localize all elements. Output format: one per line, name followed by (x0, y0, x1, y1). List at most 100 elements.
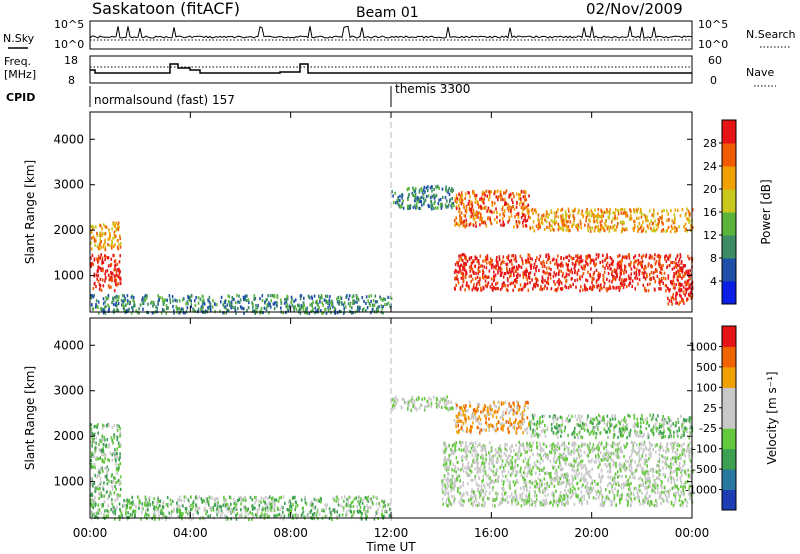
power-cell (638, 270, 640, 274)
power-cell (157, 302, 159, 306)
velocity-cell (131, 495, 133, 499)
power-cell (657, 225, 659, 229)
power-cell (671, 226, 673, 230)
velocity-cell (264, 496, 267, 500)
velocity-cell (454, 466, 456, 470)
velocity-cell (499, 466, 501, 470)
velocity-cell (473, 449, 475, 454)
power-cell (513, 225, 515, 229)
power-cell (607, 287, 609, 291)
power-cell (200, 307, 202, 311)
power-cell (474, 200, 477, 204)
power-cell (402, 206, 405, 210)
power-cell (458, 270, 460, 274)
velocity-cell (444, 398, 446, 402)
power-cell (619, 275, 621, 279)
power-cell (509, 206, 511, 210)
power-cell (97, 274, 100, 278)
velocity-cell (688, 492, 690, 496)
velocity-cell (325, 506, 327, 510)
velocity-cell (495, 471, 497, 475)
velocity-cell (333, 498, 335, 502)
power-cell (573, 216, 576, 220)
power-cell (512, 269, 514, 273)
power-cell (90, 229, 92, 233)
power-cell (457, 278, 459, 282)
power-cell (530, 265, 532, 269)
velocity-cell (352, 504, 355, 509)
power-cell (588, 213, 590, 217)
power-cell (675, 297, 677, 301)
velocity-cell (384, 508, 387, 512)
velocity-cell (486, 474, 488, 478)
power-cell (458, 192, 460, 196)
velocity-cell (511, 456, 514, 460)
power-cell (560, 220, 563, 224)
power-cell (626, 214, 629, 218)
velocity-cell (593, 447, 595, 451)
power-cell (189, 298, 191, 302)
power-cell (172, 299, 174, 303)
nsky-label: N.Sky (3, 32, 35, 45)
power-cell (508, 215, 511, 219)
velocity-cell (331, 517, 333, 521)
velocity-cell (116, 437, 118, 441)
power-cell (609, 211, 611, 215)
power-cell (480, 286, 482, 290)
velocity-cell (206, 497, 209, 501)
power-cell (593, 285, 596, 289)
velocity-cell (191, 507, 193, 511)
power-cell (133, 295, 135, 300)
velocity-cell (246, 508, 249, 513)
power-cell (523, 198, 526, 202)
power-cell (182, 307, 184, 311)
velocity-cell (215, 510, 218, 514)
power-cell (338, 299, 341, 303)
power-cell (621, 207, 624, 211)
power-cell (98, 311, 100, 315)
velocity-cell (351, 500, 354, 504)
power-cell (629, 263, 632, 267)
power-cell (472, 208, 475, 212)
power-cell (533, 208, 536, 212)
velocity-cell (188, 505, 191, 509)
power-cell (543, 227, 546, 231)
power-cell (456, 274, 458, 278)
power-cell (687, 209, 690, 213)
power-cell (288, 304, 291, 308)
velocity-cell (455, 456, 458, 460)
power-cell (95, 273, 98, 277)
power-cell (439, 197, 442, 202)
velocity-cell (575, 469, 578, 473)
power-cell (286, 297, 289, 301)
power-cell (513, 273, 515, 277)
velocity-cell (536, 452, 539, 456)
power-cell (522, 221, 524, 225)
power-cell (554, 288, 556, 292)
velocity-cell (314, 505, 317, 509)
power-cell (655, 268, 657, 272)
velocity-cell (205, 512, 207, 516)
velocity-cell (248, 517, 250, 522)
velocity-cell (92, 465, 94, 469)
velocity-cell (125, 510, 127, 514)
velocity-cell (208, 495, 211, 499)
velocity-cell (441, 479, 443, 483)
velocity-cell (678, 456, 680, 460)
power-cell (580, 265, 583, 269)
velocity-cell (655, 450, 657, 454)
velocity-cell (607, 475, 610, 479)
velocity-cell (471, 478, 474, 482)
power-cell (684, 213, 687, 217)
velocity-cell (267, 515, 269, 519)
power-cell (504, 200, 506, 204)
power-y-label: Slant Range [km] (23, 160, 37, 264)
power-cell (488, 195, 491, 199)
velocity-cell (647, 499, 650, 503)
power-cell (209, 306, 212, 310)
velocity-cell (126, 517, 129, 521)
power-cell (625, 278, 627, 282)
power-cell (230, 306, 232, 310)
velocity-cell (424, 405, 427, 409)
power-cell (674, 208, 676, 212)
